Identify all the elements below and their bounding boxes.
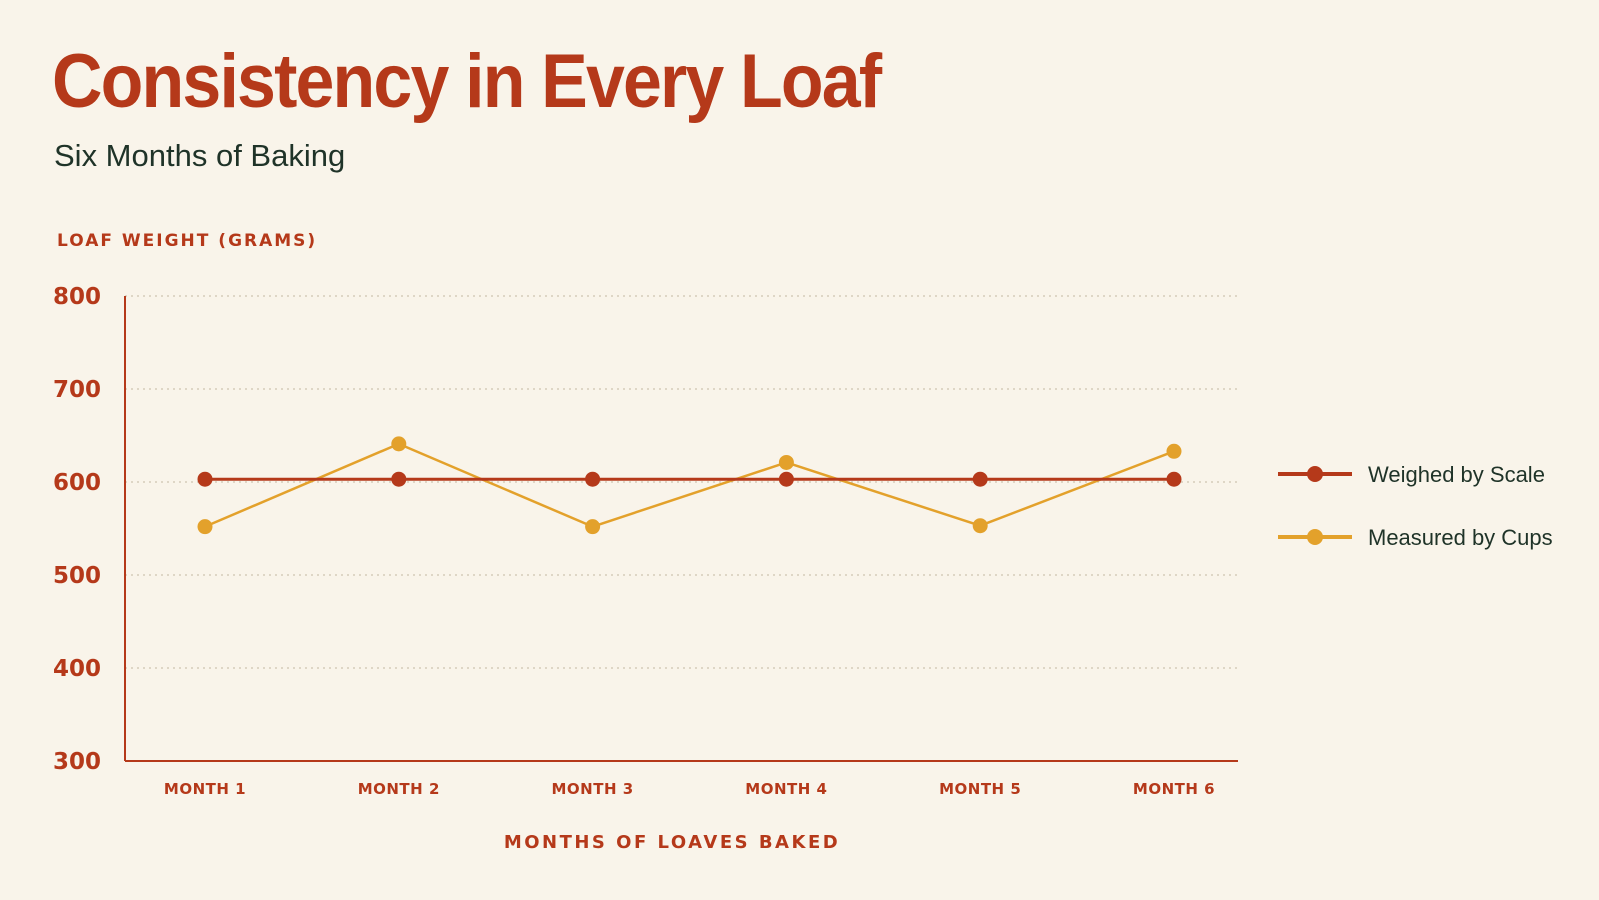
point-measured-by-cups-month-4 <box>778 454 794 470</box>
series-group <box>197 436 1182 535</box>
x-tick-month-5: MONTH 5 <box>939 780 1021 798</box>
legend-label: Weighed by Scale <box>1368 462 1545 487</box>
point-measured-by-cups-month-3 <box>585 519 601 535</box>
y-tick-600: 600 <box>53 470 101 496</box>
point-weighed-by-scale-month-1 <box>197 471 213 487</box>
x-tick-month-1: MONTH 1 <box>164 780 246 798</box>
gridlines <box>125 295 1238 669</box>
x-tick-month-2: MONTH 2 <box>358 780 440 798</box>
point-weighed-by-scale-month-2 <box>391 471 407 487</box>
series-weighed-by-scale <box>197 471 1182 487</box>
point-measured-by-cups-month-1 <box>197 519 213 535</box>
legend-swatch-marker <box>1307 466 1323 482</box>
chart-subtitle: Six Months of Baking <box>54 138 346 173</box>
chart-title: Consistency in Every Loaf <box>52 39 882 124</box>
x-tick-month-4: MONTH 4 <box>745 780 827 798</box>
legend-swatch-marker <box>1307 529 1323 545</box>
point-measured-by-cups-month-6 <box>1166 443 1182 459</box>
y-tick-800: 800 <box>53 284 101 310</box>
point-measured-by-cups-month-5 <box>972 518 988 534</box>
x-axis-label: MONTHS OF LOAVES BAKED <box>504 832 840 853</box>
y-axis-label: LOAF WEIGHT (GRAMS) <box>57 231 317 251</box>
x-tick-labels: MONTH 1 MONTH 2 MONTH 3 MONTH 4 MONTH 5 MONTH… <box>164 780 1215 798</box>
series-measured-by-cups <box>197 436 1182 535</box>
point-weighed-by-scale-month-4 <box>778 471 794 487</box>
point-weighed-by-scale-month-5 <box>972 471 988 487</box>
x-tick-month-6: MONTH 6 <box>1133 780 1215 798</box>
y-tick-300: 300 <box>53 749 101 775</box>
point-weighed-by-scale-month-3 <box>585 471 601 487</box>
point-measured-by-cups-month-2 <box>391 436 407 452</box>
legend: Weighed by Scale Measured by Cups <box>1278 462 1553 550</box>
legend-item-measured-by-cups: Measured by Cups <box>1278 525 1553 550</box>
series-line-measured-by-cups <box>204 442 1175 528</box>
y-tick-400: 400 <box>53 656 101 682</box>
x-tick-month-3: MONTH 3 <box>552 780 634 798</box>
y-tick-500: 500 <box>53 563 101 589</box>
y-tick-700: 700 <box>53 377 101 403</box>
legend-label: Measured by Cups <box>1368 525 1553 550</box>
point-weighed-by-scale-month-6 <box>1166 471 1182 487</box>
legend-item-weighed-by-scale: Weighed by Scale <box>1278 462 1545 487</box>
y-tick-labels: 800 700 600 500 400 300 <box>53 284 101 775</box>
